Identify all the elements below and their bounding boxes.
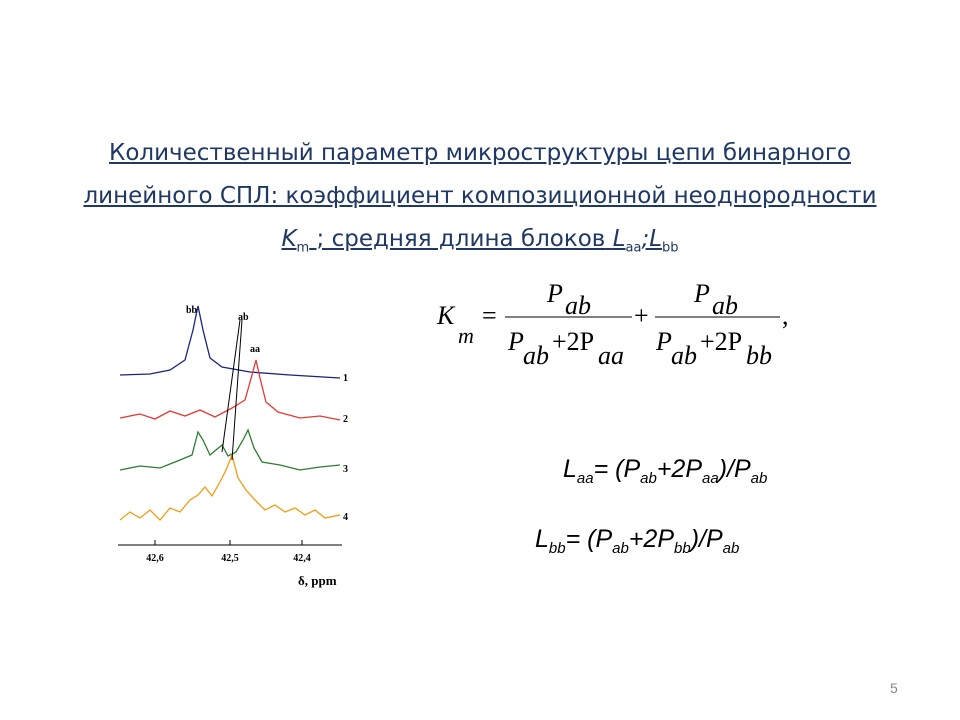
formula-sub: ab xyxy=(640,470,657,487)
km-formula: K m = P ab P ab +2P aa + P ab P ab +2P b… xyxy=(436,279,789,370)
page-number: 5 xyxy=(890,680,898,696)
formula-text: , xyxy=(782,301,789,330)
formula-sub: ab xyxy=(750,470,768,487)
trace-label: 3 xyxy=(343,464,348,475)
spectrum-line xyxy=(119,428,341,471)
formula-text: P xyxy=(693,279,710,308)
formula-sub: bb xyxy=(548,540,566,557)
spectrum-line xyxy=(119,359,341,421)
formula-text: +2P xyxy=(656,455,703,483)
title-subscript: aa xyxy=(625,240,642,256)
formula-sub: aa xyxy=(576,470,594,487)
x-tick-label: 42,5 xyxy=(221,553,239,564)
formula-text: ab xyxy=(565,291,591,320)
lbb-formula: Lbb= (Pab+2Pbb)/Pab xyxy=(535,525,739,557)
formula-text: = (P xyxy=(565,525,613,553)
trace-label: 2 xyxy=(343,414,348,425)
trace-label: 1 xyxy=(343,373,348,384)
x-tick-label: 42,4 xyxy=(293,553,311,564)
title-symbol: ;L xyxy=(641,226,663,252)
laa-formula: Laa= (Pab+2Paa)/Pab xyxy=(563,455,767,487)
formula-sub: ab xyxy=(612,540,629,557)
title-subscript: bb xyxy=(662,240,679,256)
spectrum-figure: bb ab aa 1 2 3 4 42,6 42,5 42,4 δ, ppm xyxy=(118,305,348,588)
formula-text: ab xyxy=(523,341,549,370)
formula-text: L xyxy=(535,525,549,553)
peak-label: aa xyxy=(250,344,260,355)
formula-text: +2P xyxy=(552,327,594,356)
title-subscript: m xyxy=(296,240,310,256)
arrow xyxy=(221,319,241,453)
title-symbol: L xyxy=(612,226,626,252)
formula-text: = xyxy=(482,301,497,330)
formula-text: +2P xyxy=(628,525,675,553)
title-line: линейного СПЛ: коэффициент композиционно… xyxy=(83,183,877,209)
formula-sub: ab xyxy=(722,540,740,557)
formula-text: P xyxy=(655,327,672,356)
x-tick-label: 42,6 xyxy=(146,553,164,564)
formula-text: aa xyxy=(598,341,624,370)
peak-label: bb xyxy=(186,305,198,316)
formula-text: bb xyxy=(746,341,772,370)
formula-text: = (P xyxy=(593,455,641,483)
formula-text: )/P xyxy=(690,525,723,553)
title-text: ; средняя длина блоков xyxy=(316,226,606,252)
formula-text: m xyxy=(458,323,474,348)
formula-text: K xyxy=(436,301,456,330)
formula-text: P xyxy=(546,279,563,308)
formula-text: +2P xyxy=(700,327,742,356)
spectrum-line xyxy=(119,305,341,379)
formula-text: )/P xyxy=(718,455,751,483)
arrow xyxy=(231,319,243,461)
formula-text: ab xyxy=(671,341,697,370)
formula-text: L xyxy=(563,455,577,483)
slide-title: Количественный параметр микроструктуры ц… xyxy=(30,132,930,270)
spectrum-line xyxy=(119,452,341,521)
formula-text: ab xyxy=(712,291,738,320)
peak-label: ab xyxy=(238,312,249,323)
x-axis-label: δ, ppm xyxy=(298,573,337,588)
formula-text: P xyxy=(507,327,524,356)
formula-sub: aa xyxy=(702,470,719,487)
trace-label: 4 xyxy=(343,512,348,523)
title-line: Количественный параметр микроструктуры ц… xyxy=(109,140,851,166)
formula-sub: bb xyxy=(674,540,691,557)
title-symbol: K xyxy=(281,226,297,252)
formula-text: + xyxy=(634,301,649,330)
